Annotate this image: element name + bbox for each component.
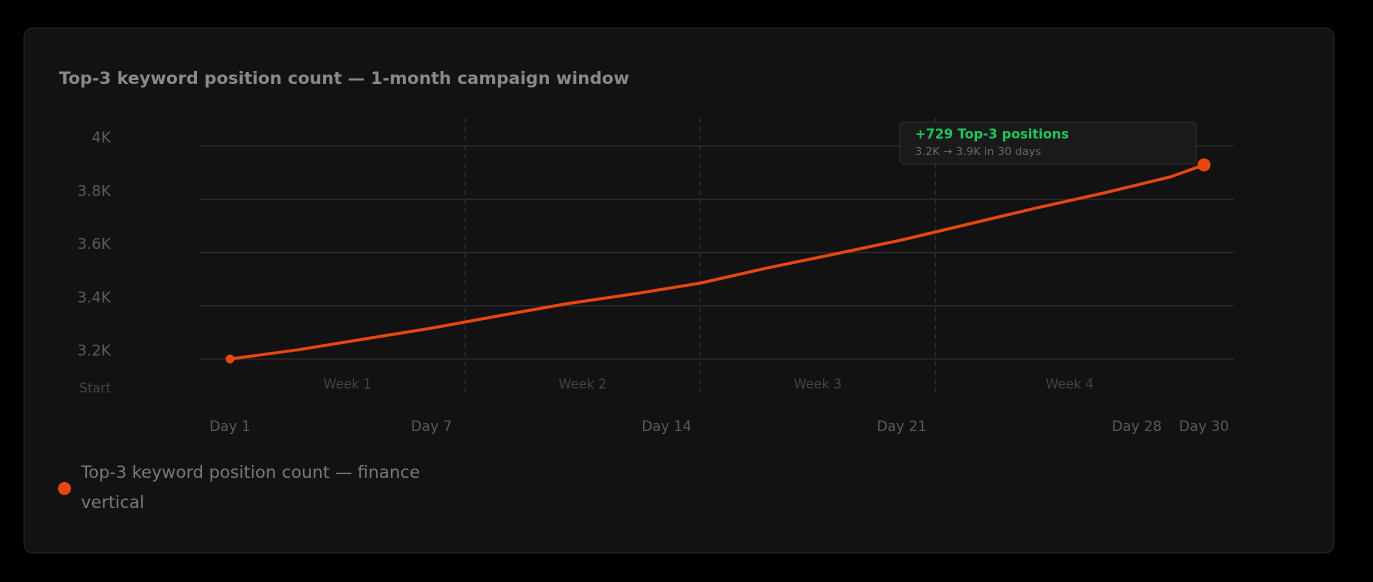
- week-label: Week 2: [559, 378, 607, 393]
- end-point: [1197, 158, 1211, 172]
- baseline-label: Start: [79, 382, 111, 397]
- x-tick-label: Day 30: [1179, 419, 1229, 435]
- annotation-box: [899, 121, 1197, 165]
- annotation: +729 Top-3 positions 3.2K → 3.9K in 30 da…: [899, 121, 1197, 165]
- x-tick-label: Day 28: [1112, 419, 1162, 435]
- legend-label: Top-3 keyword position count — finance v…: [81, 463, 420, 513]
- start-point: [225, 354, 235, 364]
- series-line: [229, 163, 1205, 361]
- annotation-title: +729 Top-3 positions: [915, 128, 1069, 143]
- x-tick-label: Day 1: [209, 419, 250, 435]
- week-label: Week 1: [324, 378, 372, 393]
- y-tick-label: 3.2K: [77, 342, 112, 360]
- chart-title: Top-3 keyword position count — 1-month c…: [59, 69, 630, 89]
- annotation-text: 3.2K → 3.9K in 30 days: [915, 145, 1041, 158]
- y-tick-label: 3.8K: [77, 182, 112, 200]
- y-tick-label: 3.4K: [77, 288, 112, 306]
- x-tick-label: Day 14: [642, 419, 692, 435]
- x-tick-label: Day 21: [877, 419, 927, 435]
- week-label: Week 4: [1046, 378, 1094, 393]
- y-tick-label: 4K: [92, 129, 113, 147]
- legend: Top-3 keyword position count — finance v…: [58, 458, 458, 518]
- week-label: Week 3: [794, 378, 842, 393]
- legend-swatch: [58, 482, 71, 495]
- y-tick-label: 3.6K: [77, 235, 112, 253]
- x-tick-label: Day 7: [411, 419, 452, 435]
